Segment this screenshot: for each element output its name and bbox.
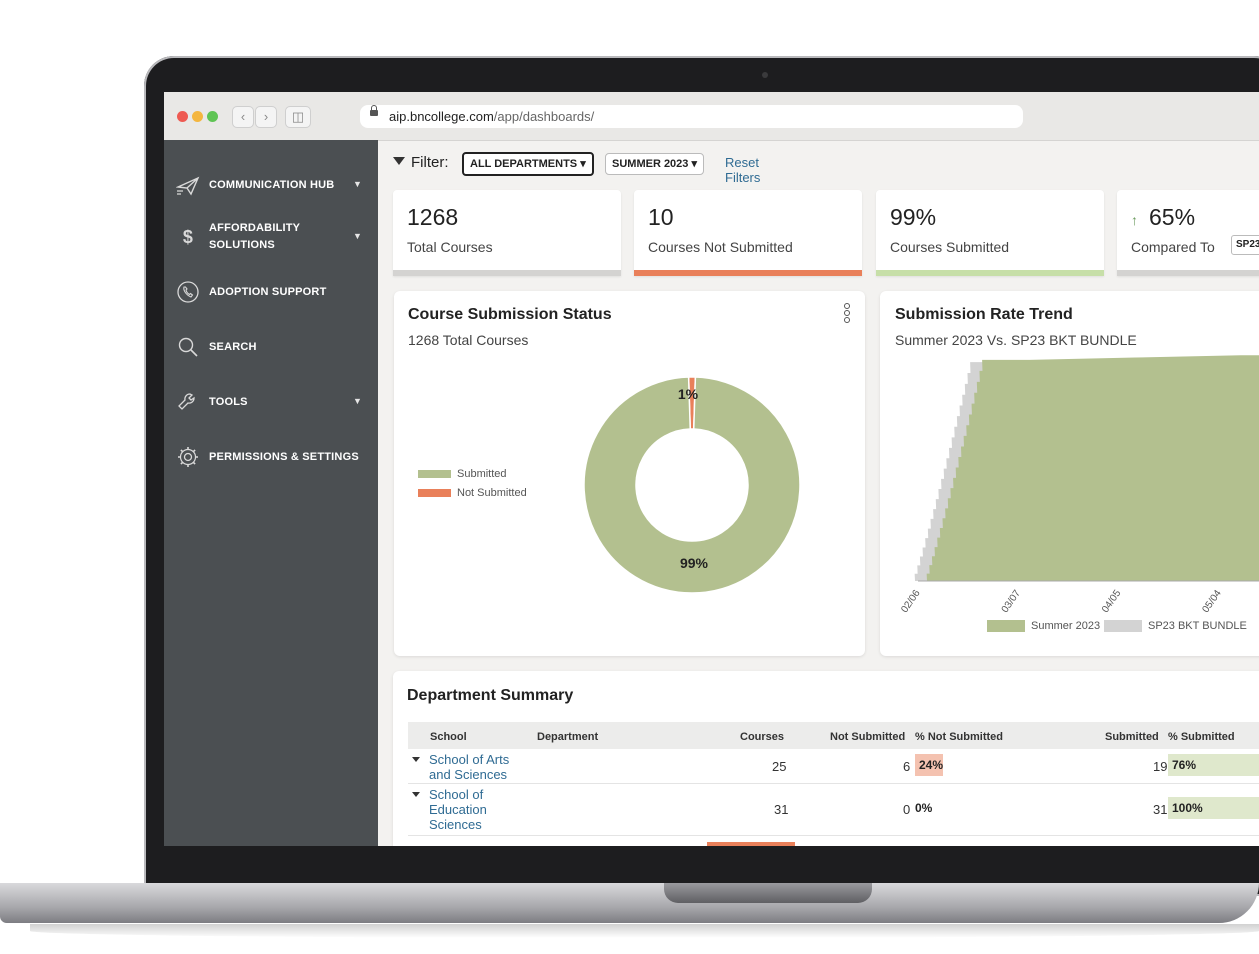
pct-not-submitted-cell: 24% [915, 754, 944, 776]
legend-swatch [987, 620, 1025, 633]
lock-icon [370, 105, 378, 116]
chevron-down-icon: ▼ [353, 179, 363, 189]
x-tick-label: 02/06 [899, 588, 923, 615]
donut-slice-submitted[interactable] [583, 376, 801, 594]
kpi-bar [393, 270, 621, 276]
laptop-shadow [30, 924, 1259, 938]
kpi-courses-submitted: 99% Courses Submitted [876, 190, 1104, 276]
laptop-base [0, 883, 1259, 923]
donut-chart: 1% 99% [583, 376, 801, 594]
chevron-down-icon: ▼ [353, 231, 363, 241]
paper-plane-icon [175, 173, 200, 197]
url-text: aip.bncollege.com/app/dashboards/ [389, 109, 595, 124]
minimize-window-icon[interactable] [192, 111, 203, 122]
school-link[interactable]: School of Arts and Sciences [429, 752, 510, 782]
submission-status-panel: Course Submission Status 1268 Total Cour… [394, 291, 865, 656]
arrow-up-icon: ↑ [1131, 212, 1138, 228]
kpi-bar [876, 270, 1104, 276]
compare-term-dropdown[interactable]: SP23 [1231, 235, 1259, 255]
kpi-total-courses: 1268 Total Courses [393, 190, 621, 276]
table-header: School Department Courses Not Submitted … [408, 722, 1259, 749]
filter-label: Filter: [411, 154, 449, 171]
pct-submitted-cell: 100% [1168, 797, 1259, 819]
dollar-icon: $ [182, 227, 194, 247]
browser-chrome: ‹ › ◫ aip.bncollege.com/app/dashboards/ [164, 92, 1259, 141]
phone-icon [176, 280, 200, 304]
kpi-bar [1117, 270, 1259, 276]
laptop-notch [664, 883, 872, 903]
partial-row-bar [707, 842, 795, 846]
kpi-courses-not-submitted: 10 Courses Not Submitted [634, 190, 862, 276]
donut-label-submitted: 99% [680, 555, 709, 571]
panel-title: Submission Rate Trend [895, 306, 1073, 323]
legend-item: Not Submitted [418, 487, 527, 499]
legend-swatch [418, 470, 451, 479]
panel-title: Department Summary [407, 687, 574, 704]
legend-item: Submitted [418, 468, 507, 480]
filter-icon [393, 157, 405, 165]
submission-trend-panel: Submission Rate Trend Summer 2023 Vs. SP… [880, 291, 1259, 656]
gear-icon [176, 445, 200, 469]
wrench-icon [176, 390, 200, 414]
school-link[interactable]: School of Education Sciences [429, 787, 487, 832]
expand-caret-icon[interactable] [412, 792, 420, 797]
area-series-summer-2023 [924, 355, 1259, 581]
search-icon [176, 335, 200, 359]
area-chart: 02/06 03/07 04/05 05/04 [899, 355, 1259, 615]
more-vertical-icon[interactable] [844, 303, 850, 324]
row-divider [408, 835, 1259, 836]
sidebar-icon[interactable]: ◫ [285, 106, 311, 128]
close-window-icon[interactable] [177, 111, 188, 122]
x-tick-label: 04/05 [1100, 588, 1124, 615]
chevron-down-icon: ▼ [353, 396, 363, 406]
expand-caret-icon[interactable] [412, 757, 420, 762]
caret-down-icon: ▾ [691, 158, 698, 170]
kpi-bar [634, 270, 862, 276]
legend-item: SP23 BKT BUNDLE [1104, 620, 1247, 633]
department-summary-panel: Department Summary [393, 671, 1259, 846]
address-bar[interactable]: aip.bncollege.com/app/dashboards/ [360, 105, 1023, 128]
department-dropdown[interactable]: ALL DEPARTMENTS ▾ [462, 152, 594, 176]
x-tick-label: 05/04 [1200, 588, 1224, 615]
x-tick-label: 03/07 [1000, 588, 1024, 615]
legend-swatch [418, 489, 451, 498]
kpi-compared-to: ↑ 65% Compared To SP23 [1117, 190, 1259, 276]
pct-submitted-cell: 76% [1168, 754, 1259, 776]
pct-not-submitted-cell: 0% [915, 801, 933, 815]
maximize-window-icon[interactable] [207, 111, 218, 122]
chevron-left-icon[interactable]: ‹ [232, 106, 254, 128]
row-divider [408, 783, 1259, 784]
legend-swatch [1104, 620, 1142, 633]
term-dropdown[interactable]: SUMMER 2023 ▾ [605, 153, 705, 175]
chevron-right-icon[interactable]: › [255, 106, 277, 128]
camera-icon [762, 72, 768, 78]
legend-item: Summer 2023 [987, 620, 1100, 633]
reset-filters-link[interactable]: Reset Filters [725, 155, 761, 185]
panel-subtitle: Summer 2023 Vs. SP23 BKT BUNDLE [895, 332, 1137, 348]
screen: ‹ › ◫ aip.bncollege.com/app/dashboards/ … [164, 92, 1259, 846]
sidebar: COMMUNICATION HUB ▼ $ AFFORDABILITY SOLU… [164, 140, 378, 846]
panel-title: Course Submission Status [408, 306, 612, 323]
caret-down-icon: ▾ [580, 158, 586, 170]
donut-label-not-submitted: 1% [678, 386, 699, 402]
panel-subtitle: 1268 Total Courses [408, 332, 529, 348]
